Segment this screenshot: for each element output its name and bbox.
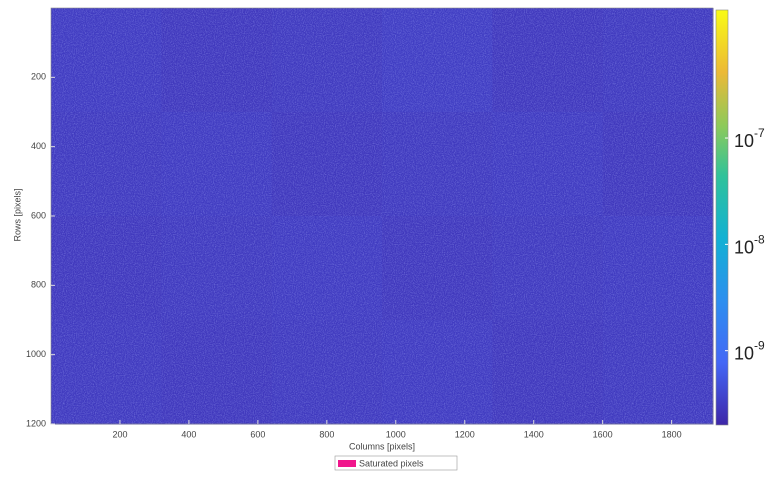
x-tick-label: 600 [250, 429, 265, 439]
y-tick-label: 800 [31, 280, 46, 290]
y-tick-label: 1200 [26, 418, 46, 428]
colorbar: 10-710-810-9 [715, 9, 765, 426]
colorbar-tick-base: 10 [734, 343, 754, 363]
y-tick-label: 200 [31, 72, 46, 82]
x-tick-label: 1400 [524, 429, 544, 439]
legend-label: Saturated pixels [359, 458, 424, 468]
colorbar-tick-base: 10 [734, 131, 754, 151]
colorbar-scale [715, 9, 729, 426]
x-tick-label: 1000 [386, 429, 406, 439]
colorbar-tick-exponent: -9 [754, 339, 765, 353]
colorbar-tick-base: 10 [734, 237, 754, 257]
x-tick-label: 200 [112, 429, 127, 439]
legend: Saturated pixels [334, 455, 458, 471]
y-tick-label: 1000 [26, 349, 46, 359]
y-tick-label: 400 [31, 141, 46, 151]
x-axis-label: Columns [pixels] [349, 441, 415, 451]
noise-texture [51, 8, 713, 424]
colorbar-tick-exponent: -7 [754, 126, 765, 140]
colorbar-tick-label: 10-7 [734, 126, 765, 151]
colorbar-tick-exponent: -8 [754, 233, 765, 247]
x-tick-label: 800 [319, 429, 334, 439]
legend-box [334, 455, 458, 471]
y-axis-label: Rows [pixels] [12, 188, 22, 241]
x-tick-label: 1800 [662, 429, 682, 439]
x-tick-label: 1200 [455, 429, 475, 439]
colorbar-tick-label: 10-8 [734, 233, 765, 258]
y-tick-label: 600 [31, 210, 46, 220]
colorbar-tick-label: 10-9 [734, 339, 765, 364]
x-tick-label: 1600 [593, 429, 613, 439]
legend-swatch [338, 460, 356, 467]
x-tick-label: 400 [181, 429, 196, 439]
